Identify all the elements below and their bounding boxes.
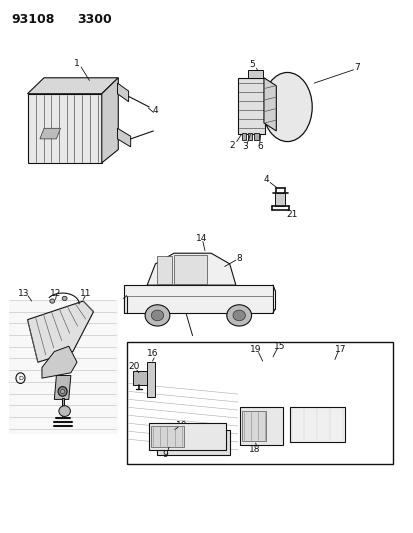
Polygon shape [27, 94, 102, 163]
Ellipse shape [145, 305, 169, 326]
Ellipse shape [262, 72, 311, 142]
Text: 17: 17 [335, 345, 346, 354]
Bar [248, 133, 252, 140]
Text: 1: 1 [74, 59, 80, 68]
Polygon shape [42, 346, 77, 378]
Text: 9: 9 [162, 450, 168, 459]
Ellipse shape [58, 386, 67, 396]
Ellipse shape [60, 389, 64, 393]
Ellipse shape [226, 305, 251, 326]
Bar [133, 371, 147, 384]
Bar [242, 133, 246, 140]
Bar [242, 410, 266, 441]
Text: 19: 19 [249, 345, 261, 354]
Text: 7: 7 [353, 63, 359, 71]
Text: 12: 12 [49, 288, 61, 297]
Polygon shape [124, 285, 272, 313]
Text: 4: 4 [263, 175, 269, 184]
Polygon shape [54, 375, 71, 399]
Bar [9, 301, 118, 434]
Polygon shape [62, 398, 64, 418]
Bar [149, 423, 225, 450]
Bar [240, 407, 282, 445]
Bar [126, 342, 392, 464]
Polygon shape [157, 256, 171, 284]
Polygon shape [102, 78, 118, 163]
Text: 2: 2 [228, 141, 234, 150]
Polygon shape [117, 128, 131, 147]
Polygon shape [237, 78, 264, 134]
Polygon shape [117, 83, 128, 102]
Ellipse shape [151, 310, 163, 321]
Polygon shape [248, 70, 262, 78]
Ellipse shape [62, 296, 67, 301]
Polygon shape [263, 78, 275, 131]
Polygon shape [173, 255, 206, 284]
Text: 5: 5 [249, 60, 255, 69]
Polygon shape [147, 362, 155, 397]
Polygon shape [40, 128, 60, 139]
Text: 21: 21 [286, 210, 297, 219]
Polygon shape [27, 301, 93, 362]
Bar [157, 430, 229, 455]
Polygon shape [27, 78, 118, 94]
Text: 14: 14 [195, 235, 207, 244]
Polygon shape [147, 253, 235, 285]
Text: D: D [18, 376, 23, 381]
Text: 16: 16 [147, 349, 158, 358]
Ellipse shape [59, 406, 70, 416]
Text: 4: 4 [152, 106, 158, 115]
Bar [289, 407, 344, 442]
Bar [275, 193, 285, 206]
Ellipse shape [50, 299, 55, 303]
Text: 10: 10 [175, 422, 187, 431]
Text: 20: 20 [128, 362, 139, 371]
Text: 3: 3 [242, 142, 247, 151]
Text: 8: 8 [236, 254, 242, 263]
Text: 11: 11 [80, 289, 92, 298]
Text: 93108: 93108 [11, 13, 54, 26]
Text: 6: 6 [256, 142, 262, 151]
Text: 3300: 3300 [77, 13, 112, 26]
Bar [268, 414, 275, 438]
Bar [254, 133, 258, 140]
Bar [151, 426, 184, 447]
Ellipse shape [233, 310, 245, 321]
Text: 13: 13 [18, 289, 29, 298]
Text: 18: 18 [248, 446, 260, 455]
Text: 15: 15 [274, 342, 285, 351]
